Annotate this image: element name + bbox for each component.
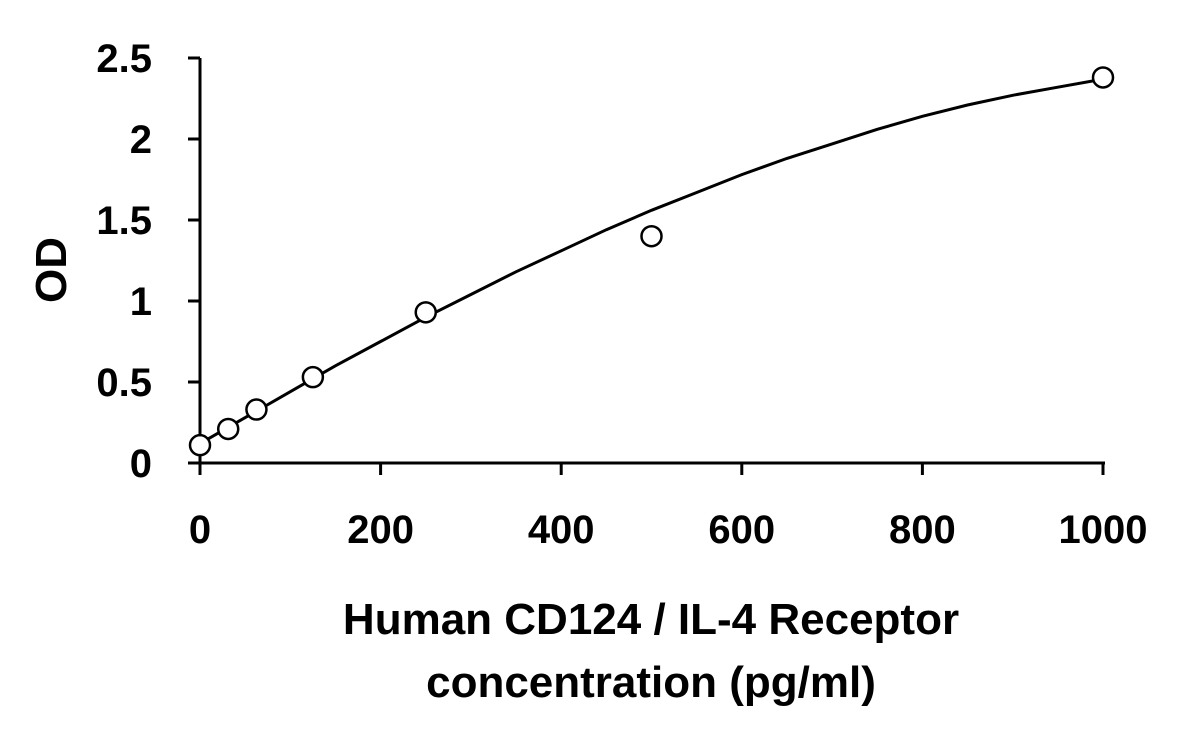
fit-curve-line <box>199 77 1104 445</box>
data-point <box>414 301 437 324</box>
x-axis-title-line2: concentration (pg/ml) <box>426 658 876 707</box>
data-point <box>245 398 268 421</box>
x-tick-label: 600 <box>708 508 775 552</box>
data-point <box>301 365 325 389</box>
x-tick-label: 200 <box>347 508 414 552</box>
x-tick-label: 1000 <box>1059 508 1148 552</box>
x-tick-label: 800 <box>889 508 956 552</box>
axes <box>188 56 1105 475</box>
data-points-layer <box>188 66 1115 457</box>
data-point <box>640 224 663 248</box>
x-axis-title-line1: Human CD124 / IL-4 Receptor <box>343 595 959 644</box>
data-point <box>188 433 212 457</box>
fit-curve-layer <box>199 77 1104 445</box>
data-point <box>216 417 240 441</box>
x-tick-label: 0 <box>189 508 211 552</box>
y-tick-label: 2 <box>130 118 152 162</box>
y-tick-label: 1 <box>130 280 152 324</box>
data-point <box>1091 66 1115 89</box>
y-axis-title: OD <box>27 237 76 303</box>
tick-labels-layer: 0 0.5 1 1.5 2 2.5 0 200 400 600 800 1000 <box>96 37 1147 552</box>
y-tick-label: 0 <box>130 442 152 486</box>
y-tick-label: 1.5 <box>96 199 152 243</box>
y-tick-label: 2.5 <box>96 37 152 81</box>
x-tick-label: 400 <box>528 508 595 552</box>
y-tick-label: 0.5 <box>96 361 152 405</box>
